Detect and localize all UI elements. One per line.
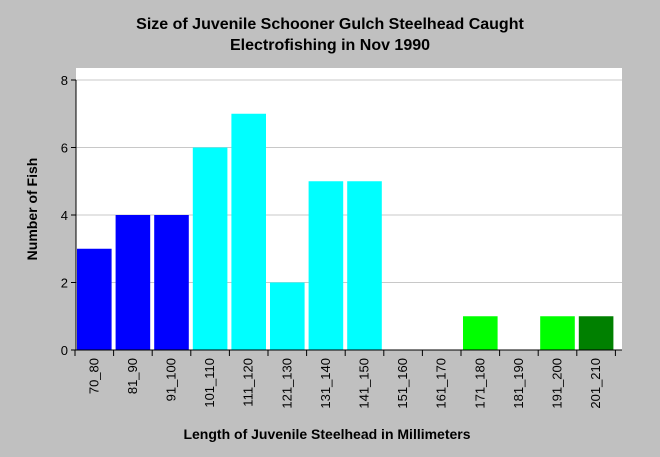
x-tick-label: 121_130 [279, 358, 294, 409]
x-tick-label: 171_180 [472, 358, 487, 409]
chart-title: Size of Juvenile Schooner Gulch Steelhea… [0, 14, 660, 56]
x-tick-label: 70_80 [86, 358, 101, 394]
y-tick-label: 0 [61, 343, 68, 358]
x-tick-label: 181_190 [511, 358, 526, 409]
bar [308, 181, 344, 350]
bar [347, 181, 382, 350]
bar [270, 282, 305, 350]
x-tick-label: 161_170 [434, 358, 449, 409]
x-tick-label: 111_120 [241, 358, 256, 407]
bar [154, 215, 189, 350]
x-axis-label: Length of Juvenile Steelhead in Millimet… [183, 426, 470, 442]
chart-title-line-2: Electrofishing in Nov 1990 [229, 37, 431, 54]
y-tick-label: 6 [61, 141, 68, 156]
y-axis-label: Number of Fish [24, 158, 40, 261]
bar [192, 147, 228, 350]
bar [115, 215, 151, 350]
bars [77, 113, 614, 350]
x-tick-label: 91_100 [164, 358, 179, 401]
x-tick-label: 131_140 [318, 358, 333, 409]
x-tick-label: 141_150 [357, 358, 372, 409]
bar [231, 113, 266, 350]
chart-title-line-1: Size of Juvenile Schooner Gulch Steelhea… [136, 16, 524, 33]
axes: 0 2 4 6 8 70_80 81_90 91_100 101_110 111_120 121_1… [61, 73, 622, 409]
x-tick-label: 201_210 [588, 358, 603, 409]
bar [77, 248, 112, 350]
x-tick-label: 151_160 [395, 358, 410, 409]
x-tick-label: 81_90 [125, 358, 140, 394]
bar [540, 316, 575, 350]
x-tick-label: 191_200 [550, 358, 565, 409]
y-tick-label: 8 [61, 73, 68, 88]
bar [578, 316, 614, 350]
y-tick-label: 2 [61, 276, 68, 291]
x-tick-label: 101_110 [202, 358, 217, 408]
bar [463, 316, 498, 350]
y-tick-label: 4 [61, 208, 68, 223]
